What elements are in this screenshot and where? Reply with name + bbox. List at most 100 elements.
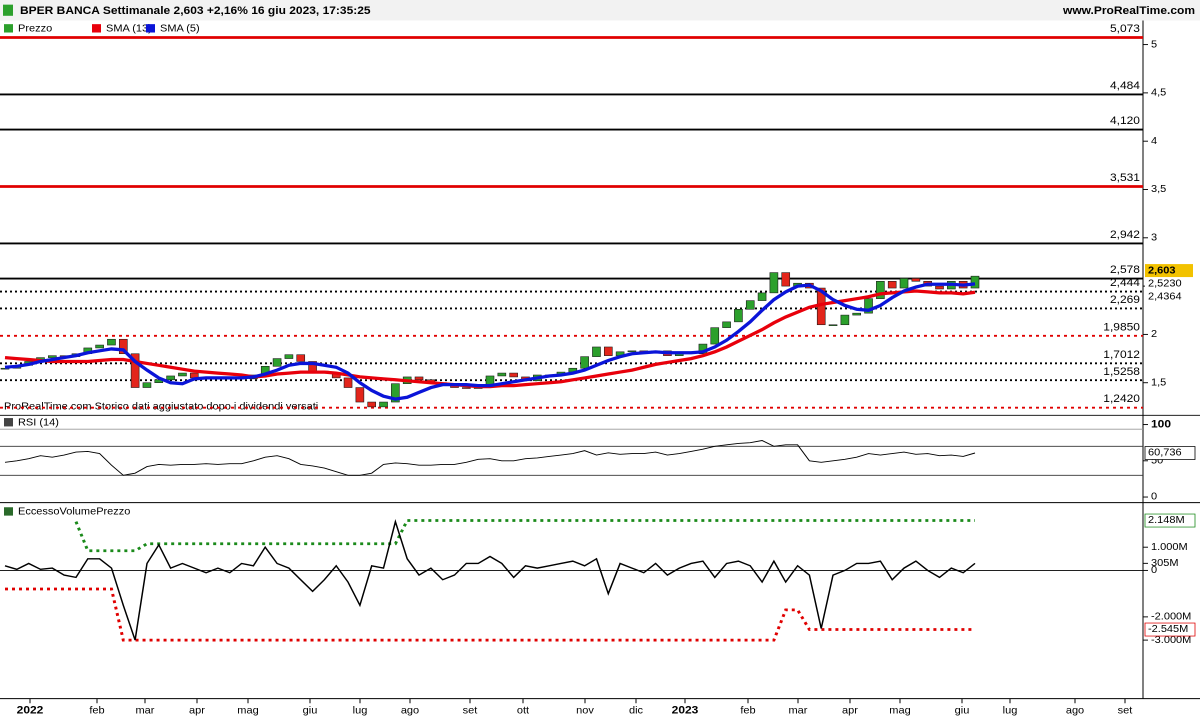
price-tag [1145,264,1193,278]
candle [48,355,57,358]
y-tick-label: 2 [1151,328,1157,340]
level-label: 2,578 [1110,264,1140,276]
legend-sma13[interactable]: SMA (13) [106,23,152,35]
x-tick-label: mar [789,705,808,717]
y-tick-label: -3.000M [1151,634,1191,646]
candle [722,321,731,328]
rsi-title[interactable]: RSI (14) [18,417,59,429]
candle [627,350,637,353]
candle [769,272,779,294]
y-tick-label: 0 [1151,491,1157,503]
level-label: 1,2420 [1103,394,1140,406]
level-label: 1,5258 [1103,366,1140,378]
candle [142,382,152,388]
y-tick-label: 3,5 [1151,184,1166,196]
legend-swatch [92,24,101,33]
app-icon [3,4,13,16]
candle [935,285,944,290]
candle [343,377,353,388]
candle [355,387,365,403]
candle [580,356,589,369]
level-label: 2,269 [1110,294,1140,306]
candle [296,354,306,362]
rsi-line [4,440,976,476]
y-tick-label: 3 [1151,232,1157,244]
x-tick-label: ott [517,705,529,717]
candle [592,346,601,357]
legend-price[interactable]: Prezzo [18,23,52,35]
candle [0,367,10,370]
legend-swatch [146,24,155,33]
upper-band [74,519,975,553]
legend-sma5[interactable]: SMA (5) [160,23,200,35]
candle [178,372,187,377]
candle [852,312,862,316]
x-tick-label: giu [955,705,970,717]
y-tick-label: 4 [1151,135,1157,147]
candle [379,401,388,408]
y-tick-label: 1,5 [1151,377,1166,389]
candle [911,278,921,282]
level-label: 5,073 [1110,23,1140,35]
level-label: 3,531 [1110,172,1140,184]
y-tick-label: 1.000M [1151,541,1188,553]
candle [899,278,909,289]
level-label: 4,120 [1110,116,1140,128]
candle [391,383,400,403]
x-tick-label: mag [237,705,258,717]
candle [130,353,140,388]
candle [734,309,743,323]
x-tick-label: apr [189,705,205,717]
x-tick-label: giu [303,705,318,717]
x-tick-label: dic [629,705,644,717]
candle [781,272,791,287]
lower-band [5,587,975,642]
legend-icon [4,507,13,516]
candle [497,372,507,377]
y-tick-label: 100 [1151,419,1171,431]
x-tick-label: ago [1066,705,1084,717]
x-tick-label: apr [842,705,858,717]
site-label: www.ProRealTime.com [1062,5,1195,17]
price-tag [1145,277,1193,291]
candle [284,354,294,359]
candle [864,298,873,314]
price-tag [1145,290,1193,304]
volume-tag [1144,513,1196,528]
level-label: 2,942 [1110,229,1140,241]
y-tick-label: -2.000M [1151,611,1191,623]
price-tag-label: 2,5230 [1148,278,1182,290]
volume-title[interactable]: EccessoVolumePrezzo [18,506,131,518]
candle [118,338,128,355]
x-tick-label: mar [136,705,155,717]
y-tick-label: 305M [1151,557,1179,569]
candle [710,327,720,345]
level-label: 4,484 [1110,80,1141,92]
legend-icon [4,24,13,33]
rsi-tag-label: 60,736 [1148,447,1182,459]
candle [166,375,175,381]
candle [887,280,897,289]
x-tick-label: feb [89,705,104,717]
x-tick-label: set [1118,705,1133,717]
price-tag-label: 2,603 [1148,265,1176,277]
candle [757,292,767,301]
sma5-line [4,282,976,401]
candle [414,376,424,381]
candle [828,324,838,326]
volume-line [4,518,976,641]
rsi-tag [1144,446,1196,460]
level-label: 1,9850 [1103,322,1140,334]
candle [840,314,850,326]
x-tick-label: 2023 [672,705,699,717]
x-tick-label: nov [576,705,594,717]
candle [509,372,518,378]
chart-title: BPER BANCA Settimanale 2,603 +2,16% 16 g… [20,5,371,17]
candle [745,300,755,310]
x-tick-label: lug [353,705,368,717]
candle [970,275,980,289]
candle [95,344,104,349]
candle [107,338,116,346]
